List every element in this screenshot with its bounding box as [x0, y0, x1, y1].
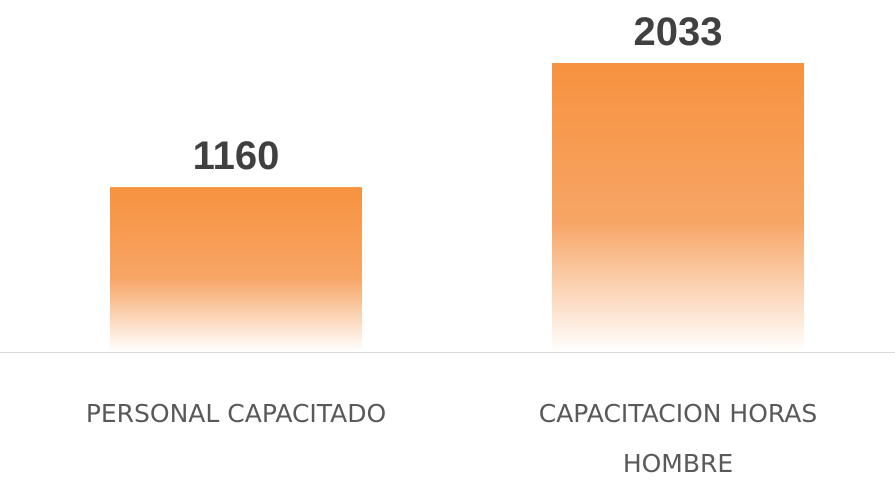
category-label-2-line-1: CAPACITACION HORAS: [539, 399, 817, 428]
bar-2: [552, 63, 804, 352]
value-label-2: 2033: [634, 10, 723, 54]
category-label-1: PERSONAL CAPACITADO: [86, 399, 386, 428]
value-label-1: 1160: [193, 134, 280, 178]
category-label-2-line-2: HOMBRE: [623, 449, 733, 478]
bar-1: [110, 187, 362, 352]
